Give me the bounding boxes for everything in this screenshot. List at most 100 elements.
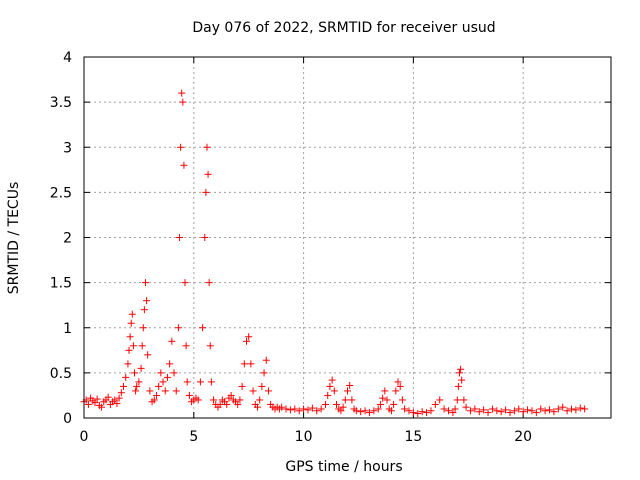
data-point	[135, 378, 143, 386]
data-point	[348, 396, 356, 404]
data-point	[427, 407, 435, 415]
data-point	[291, 405, 299, 413]
data-point	[396, 382, 404, 390]
data-point	[176, 234, 184, 241]
data-point	[140, 306, 148, 314]
data-points	[80, 89, 589, 417]
data-point	[113, 400, 121, 408]
data-point	[144, 351, 152, 359]
data-point	[390, 400, 398, 408]
data-point	[409, 409, 417, 417]
data-point	[201, 234, 209, 241]
data-point	[300, 405, 308, 413]
data-point	[177, 143, 185, 151]
y-tick-label: 4	[63, 50, 72, 66]
data-point	[567, 405, 575, 413]
data-point	[249, 387, 257, 395]
data-point	[519, 408, 527, 416]
data-point	[238, 382, 246, 390]
data-point	[216, 400, 224, 408]
data-point	[401, 405, 409, 413]
data-point	[143, 297, 151, 305]
data-point	[333, 400, 341, 408]
y-tick-label: 0	[63, 411, 72, 427]
y-tick-label: 3	[63, 140, 72, 156]
data-point	[515, 405, 523, 413]
data-point	[497, 408, 505, 416]
data-point	[532, 409, 540, 417]
data-point	[260, 369, 268, 377]
data-point	[313, 407, 321, 415]
data-point	[451, 405, 459, 413]
data-point	[322, 400, 330, 408]
data-point	[324, 391, 332, 399]
data-point	[182, 342, 190, 350]
data-point	[381, 387, 389, 395]
data-point	[581, 405, 589, 413]
data-point	[91, 399, 99, 407]
data-point	[454, 382, 462, 390]
data-point	[471, 405, 479, 413]
data-point	[357, 408, 365, 416]
x-tick-label: 0	[80, 429, 89, 445]
data-point	[122, 373, 130, 381]
data-point	[418, 408, 426, 416]
data-point	[460, 396, 468, 404]
data-point	[488, 405, 496, 413]
data-point	[344, 387, 351, 395]
data-point	[166, 360, 174, 368]
data-point	[278, 403, 286, 411]
data-point	[172, 387, 180, 395]
data-point	[234, 400, 242, 408]
y-tick-label: 2	[63, 231, 72, 247]
data-point	[131, 369, 139, 377]
data-point	[576, 404, 584, 412]
data-point	[449, 409, 457, 417]
data-point	[242, 337, 250, 345]
data-point	[398, 396, 406, 404]
data-point	[93, 395, 101, 403]
data-point	[376, 400, 384, 408]
data-point	[183, 378, 191, 386]
data-point	[370, 407, 378, 415]
data-point	[262, 356, 270, 364]
data-point	[210, 396, 218, 404]
data-point	[528, 407, 536, 415]
data-point	[111, 396, 119, 404]
data-point	[180, 161, 188, 169]
data-point	[339, 403, 347, 411]
data-point	[206, 342, 214, 350]
data-point	[546, 406, 554, 414]
data-point	[365, 409, 373, 417]
data-point	[480, 406, 488, 414]
data-point	[178, 89, 186, 97]
data-point	[129, 342, 137, 350]
data-point	[326, 382, 334, 390]
data-point	[394, 378, 402, 386]
data-point	[328, 376, 336, 384]
data-point	[168, 337, 176, 345]
data-point	[139, 324, 147, 332]
data-point	[554, 405, 562, 413]
data-point	[537, 405, 545, 413]
data-point	[445, 407, 453, 415]
y-tick-labels: 0 0.5 1 1.5 2 2.5 3 3.5 4	[50, 50, 72, 427]
data-point	[524, 406, 532, 414]
data-point	[541, 407, 549, 415]
data-point	[392, 387, 400, 395]
data-point	[559, 403, 567, 411]
data-point	[457, 365, 465, 373]
data-point	[133, 382, 141, 390]
data-point	[282, 405, 290, 413]
data-point	[308, 404, 316, 412]
data-point	[125, 346, 133, 354]
y-tick-label: 1.5	[50, 276, 72, 292]
data-point	[227, 391, 235, 399]
data-point	[138, 342, 146, 350]
data-point	[159, 378, 167, 386]
data-point	[236, 396, 244, 404]
data-point	[194, 396, 202, 404]
data-point	[98, 403, 106, 411]
